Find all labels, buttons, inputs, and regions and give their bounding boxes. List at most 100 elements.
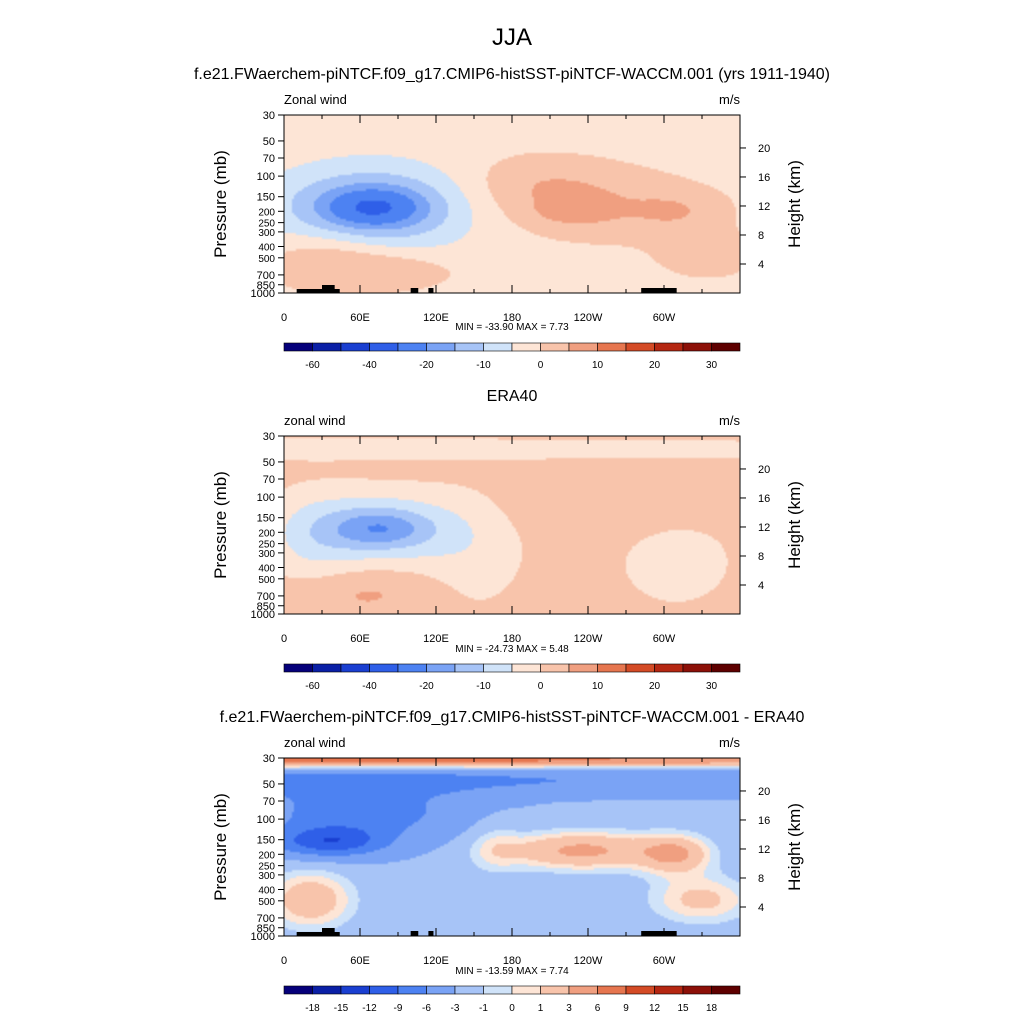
y-tick-label: 100 (257, 492, 275, 504)
x-tick-label: 0 (281, 633, 287, 645)
y-tick-label: 30 (263, 110, 275, 122)
y-tick-label: 150 (257, 192, 275, 204)
y-tick-label: 30 (263, 753, 275, 765)
y-axis-right-label: Height (km) (785, 160, 804, 248)
colorbar-swatch (312, 663, 342, 673)
land-bar (296, 289, 340, 293)
colorbar-swatch (483, 342, 513, 352)
colorbar-swatch (597, 663, 627, 673)
contour-field (284, 758, 740, 936)
colorbar-swatch (397, 342, 427, 352)
y-tick-label: 70 (263, 153, 275, 165)
colorbar-swatch (340, 663, 370, 673)
colorbar-label: 15 (677, 1003, 689, 1014)
colorbar-label: -18 (305, 1003, 320, 1014)
colorbar-label: -12 (362, 1003, 377, 1014)
y-tick-label: 700 (257, 270, 275, 282)
colorbar-label: 20 (649, 360, 661, 371)
colorbar-label: 3 (566, 1003, 572, 1014)
panel-era40: ERA40 zonal wind m/s 0 60E 120E 180 120W 60W 3… (211, 388, 804, 692)
panel-left-label: zonal wind (284, 413, 345, 428)
colorbar-label: 0 (538, 681, 544, 692)
colorbar-swatch (397, 663, 427, 673)
y-tick-label: 50 (263, 779, 275, 791)
x-tick-label: 60W (653, 633, 676, 645)
z-tick-label: 20 (758, 464, 770, 476)
y-tick-label: 700 (257, 913, 275, 925)
colorbar-swatch (283, 342, 313, 352)
colorbar-swatch (682, 342, 712, 352)
panel-title: ERA40 (487, 388, 538, 405)
colorbar-swatch (426, 663, 456, 673)
contour-field (284, 436, 740, 614)
colorbar-swatch (283, 985, 313, 995)
y-axis-label: Pressure (mb) (211, 471, 230, 579)
y-axis-label: Pressure (mb) (211, 150, 230, 258)
y-tick-label: 30 (263, 431, 275, 443)
land-bar (428, 288, 434, 293)
colorbar-swatch (711, 985, 741, 995)
colorbar-swatch (397, 985, 427, 995)
z-tick-label: 4 (758, 902, 764, 914)
x-tick-label: 0 (281, 955, 287, 967)
colorbar-swatch (540, 342, 570, 352)
x-tick-label: 120E (423, 955, 449, 967)
colorbar-swatch (511, 985, 541, 995)
panel-right-label: m/s (719, 735, 740, 750)
colorbar-label: -60 (305, 681, 320, 692)
land-mask (296, 285, 677, 293)
y-tick-label: 200 (258, 207, 275, 218)
y-tick-label: 200 (258, 850, 275, 861)
panel-right-label: m/s (719, 413, 740, 428)
y-tick-label: 300 (258, 228, 275, 239)
colorbar-swatch (426, 342, 456, 352)
colorbar-swatch (483, 663, 513, 673)
colorbar-swatch (483, 985, 513, 995)
colorbar-label: 30 (706, 681, 718, 692)
z-tick-label: 4 (758, 259, 764, 271)
colorbar-swatch (511, 342, 541, 352)
y-tick-label: 250 (258, 862, 275, 873)
colorbar-swatch (283, 663, 313, 673)
colorbar-swatch (625, 663, 655, 673)
colorbar-label: 10 (592, 360, 604, 371)
colorbar-label: 18 (706, 1003, 718, 1014)
y-tick-label: 70 (263, 796, 275, 808)
y-tick-label: 150 (257, 835, 275, 847)
colorbar-label: -6 (422, 1003, 431, 1014)
y-tick-label: 400 (258, 563, 275, 574)
stats-label: MIN = -24.73 MAX = 5.48 (455, 644, 569, 655)
z-tick-label: 20 (758, 786, 770, 798)
colorbar-swatch (540, 663, 570, 673)
y-tick-label: 850 (257, 601, 275, 613)
y-tick-label: 200 (258, 528, 275, 539)
colorbar-label: 0 (509, 1003, 515, 1014)
colorbar-swatch (568, 342, 598, 352)
colorbar-label: 0 (538, 360, 544, 371)
colorbar-swatch (369, 985, 399, 995)
colorbar-swatch (711, 663, 741, 673)
panel-left-label: Zonal wind (284, 92, 347, 107)
stats-label: MIN = -33.90 MAX = 7.73 (455, 322, 569, 333)
colorbar-swatch (568, 985, 598, 995)
x-tick-label: 120E (423, 633, 449, 645)
colorbar-label: -60 (305, 360, 320, 371)
y-axis-right-label: Height (km) (785, 481, 804, 569)
z-tick-label: 12 (758, 844, 770, 856)
colorbar: -60 -40 -20 -10 0 10 20 30 (283, 663, 741, 692)
x-tick-label: 120W (574, 312, 603, 324)
colorbar: -60 -40 -20 -10 0 10 20 30 (283, 342, 741, 371)
colorbar-label: 20 (649, 681, 661, 692)
y-axis-right-label: Height (km) (785, 803, 804, 891)
panel-model: f.e21.FWaerchem-piNTCF.f09_g17.CMIP6-his… (194, 66, 830, 371)
y-tick-label: 400 (258, 885, 275, 896)
colorbar: -18 -15 -12 -9 -6 -3 -1 0 1 3 6 9 12 15 18 (283, 985, 741, 1014)
colorbar-swatch (369, 663, 399, 673)
colorbar-swatch (654, 663, 684, 673)
z-tick-label: 8 (758, 230, 764, 242)
colorbar-swatch (540, 985, 570, 995)
colorbar-label: -3 (451, 1003, 460, 1014)
